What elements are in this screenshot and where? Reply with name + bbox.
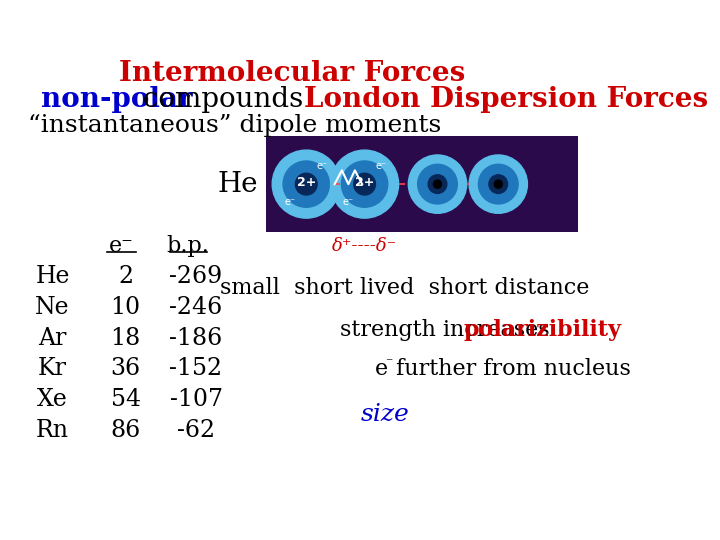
Text: e⁻: e⁻: [375, 161, 387, 171]
Text: further from nucleus: further from nucleus: [389, 358, 631, 380]
Text: δ⁺----δ⁻: δ⁺----δ⁻: [332, 237, 397, 255]
Text: -62: -62: [177, 419, 215, 442]
Text: -269: -269: [169, 265, 222, 288]
Text: Xe: Xe: [37, 388, 68, 411]
Text: size: size: [361, 403, 409, 426]
Text: ⁻: ⁻: [384, 356, 392, 370]
Text: e: e: [375, 358, 388, 380]
Circle shape: [478, 164, 518, 204]
Text: 54: 54: [110, 388, 140, 411]
Circle shape: [341, 161, 387, 207]
Text: He: He: [35, 265, 70, 288]
Text: Intermolecular Forces: Intermolecular Forces: [119, 60, 465, 87]
Circle shape: [469, 155, 528, 213]
Text: Ne: Ne: [35, 296, 70, 319]
Text: -186: -186: [169, 327, 222, 349]
Text: 10: 10: [110, 296, 140, 319]
Text: -246: -246: [169, 296, 222, 319]
Text: 36: 36: [110, 357, 140, 380]
Circle shape: [354, 173, 375, 195]
Text: b.p.: b.p.: [166, 235, 210, 256]
FancyBboxPatch shape: [266, 136, 577, 232]
Text: small  short lived  short distance: small short lived short distance: [220, 277, 590, 299]
Text: He: He: [217, 171, 258, 198]
Text: Rn: Rn: [36, 419, 69, 442]
Circle shape: [283, 161, 329, 207]
Text: “instantaneous” dipole moments: “instantaneous” dipole moments: [28, 114, 441, 137]
Circle shape: [428, 175, 447, 193]
Text: e⁻: e⁻: [317, 161, 328, 171]
Text: Kr: Kr: [38, 357, 67, 380]
Text: 86: 86: [110, 419, 140, 442]
Circle shape: [272, 150, 341, 218]
Circle shape: [494, 180, 503, 188]
Circle shape: [295, 173, 317, 195]
Text: 2+: 2+: [355, 176, 374, 189]
Text: -107: -107: [170, 388, 222, 411]
Circle shape: [433, 180, 441, 188]
Circle shape: [408, 155, 467, 213]
Text: -152: -152: [169, 357, 222, 380]
Text: strength increases: strength increases: [341, 319, 564, 341]
Text: e⁻: e⁻: [343, 197, 354, 207]
Text: polarizibility: polarizibility: [464, 319, 621, 341]
Text: compounds: compounds: [134, 86, 338, 113]
Text: 18: 18: [110, 327, 140, 349]
Text: 2+: 2+: [297, 176, 316, 189]
Text: e⁻: e⁻: [109, 235, 134, 256]
Circle shape: [418, 164, 457, 204]
Text: 2: 2: [118, 265, 133, 288]
Circle shape: [489, 175, 508, 193]
Text: e⁻: e⁻: [284, 197, 296, 207]
Circle shape: [330, 150, 399, 218]
Text: Ar: Ar: [38, 327, 67, 349]
Text: non-polar: non-polar: [40, 86, 192, 113]
Text: London Dispersion Forces: London Dispersion Forces: [304, 86, 708, 113]
